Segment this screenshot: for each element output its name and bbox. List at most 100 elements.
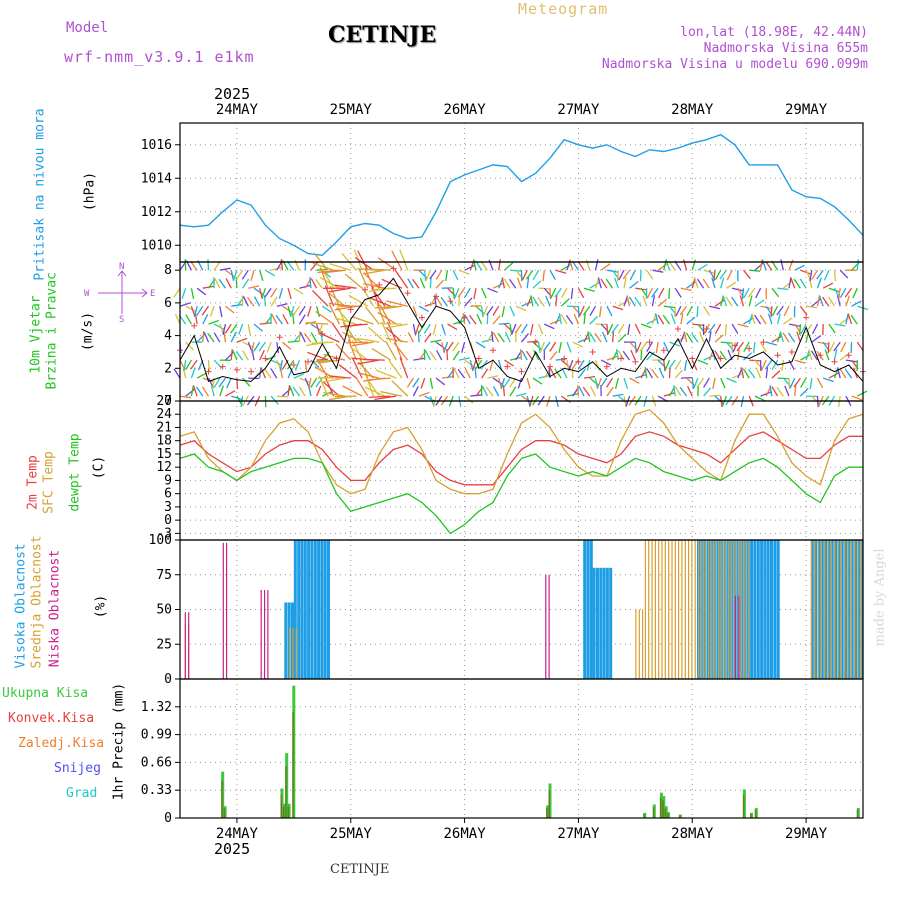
low-cloud-bar bbox=[734, 595, 737, 679]
wind-arrow bbox=[644, 367, 648, 379]
high-cloud-bar bbox=[599, 567, 603, 679]
wind-arrow bbox=[569, 259, 574, 271]
wind-arrow bbox=[334, 284, 357, 289]
wind-arrow bbox=[822, 282, 834, 289]
wind-arrow bbox=[629, 269, 636, 281]
wind-arrow bbox=[809, 270, 813, 282]
wind-arrow bbox=[424, 350, 431, 361]
wind-arrow bbox=[482, 305, 489, 317]
wind-arrow bbox=[771, 386, 779, 397]
precip-conv-bar bbox=[652, 807, 655, 818]
wind-gust-marker bbox=[390, 265, 397, 272]
wind-arrow bbox=[720, 377, 726, 389]
wind-arrow bbox=[218, 278, 227, 289]
wind-arrow bbox=[261, 287, 267, 299]
wind-gust-marker bbox=[475, 355, 482, 362]
wind-arrow bbox=[293, 287, 304, 295]
wind-arrow bbox=[753, 314, 762, 325]
wind-arrow bbox=[332, 323, 346, 343]
wind-arrow bbox=[635, 287, 647, 291]
high-cloud-bar bbox=[307, 540, 311, 679]
wind-arrow bbox=[412, 305, 418, 317]
wind-arrow bbox=[260, 367, 267, 379]
wind-arrow bbox=[355, 257, 374, 271]
wind-arrow bbox=[270, 359, 282, 366]
wind-arrow bbox=[743, 341, 750, 353]
wind-gust-marker bbox=[305, 358, 312, 365]
wind-arrow bbox=[299, 331, 306, 343]
wind-arrow bbox=[230, 270, 235, 282]
high-cloud-bar bbox=[300, 540, 304, 679]
precip-legend-total: Ukupna Kisa bbox=[2, 686, 89, 701]
wind-arrow bbox=[282, 314, 289, 325]
wind-arrow bbox=[804, 323, 813, 334]
wind-arrow bbox=[303, 332, 312, 343]
precip-conv-bar bbox=[750, 814, 752, 818]
wind-arrow bbox=[323, 353, 346, 361]
wind-arrow bbox=[374, 287, 397, 291]
wind-arrow bbox=[760, 391, 771, 397]
wind-arrow bbox=[231, 303, 243, 307]
wind-arrow bbox=[840, 341, 847, 353]
wind-arrow bbox=[708, 331, 712, 343]
wind-arrow bbox=[471, 359, 477, 371]
wind-gust-marker bbox=[461, 314, 468, 321]
wind-arrow bbox=[532, 269, 540, 281]
wind-arrow bbox=[498, 259, 501, 271]
wind-arrow bbox=[270, 395, 279, 405]
wind-arrow bbox=[473, 288, 477, 300]
mid-cloud-bar bbox=[642, 609, 644, 679]
wind-arrow bbox=[586, 359, 591, 371]
wind-arrow bbox=[418, 391, 430, 397]
wind-arrow bbox=[822, 377, 834, 383]
wind-arrow bbox=[845, 359, 857, 363]
wind-arrow bbox=[646, 269, 654, 280]
wind-arrow bbox=[481, 385, 488, 397]
wind-arrow bbox=[857, 390, 868, 397]
wind-arrow bbox=[235, 269, 244, 280]
wind-arrow bbox=[691, 259, 697, 271]
wind-arrow bbox=[184, 259, 187, 271]
wind-arrow bbox=[481, 368, 489, 379]
wind-arrow bbox=[363, 282, 386, 289]
wind-arrow bbox=[577, 306, 580, 318]
wind-arrow bbox=[509, 324, 513, 336]
year-top: 2025 bbox=[214, 85, 251, 103]
wind-arrow bbox=[537, 342, 541, 354]
wind-arrow bbox=[425, 269, 431, 281]
wind-arrow bbox=[368, 377, 391, 381]
wind-arrow bbox=[736, 341, 745, 352]
wind-arrow bbox=[811, 269, 819, 280]
day-label-bottom: 26MAY bbox=[444, 826, 487, 842]
wind-arrow bbox=[377, 311, 397, 325]
wind-arrow bbox=[675, 305, 682, 317]
y-tick-label: 0.33 bbox=[141, 783, 172, 798]
wind-arrow bbox=[500, 377, 506, 389]
wind-arrow bbox=[312, 290, 329, 307]
wind-arrow bbox=[594, 377, 599, 390]
wind-arrow bbox=[270, 296, 278, 307]
high-cloud-bar bbox=[756, 540, 760, 679]
high-cloud-bar bbox=[592, 567, 596, 679]
wind-arrow bbox=[486, 305, 494, 316]
mid-cloud-bar bbox=[292, 627, 294, 679]
wind-arrow bbox=[454, 287, 460, 299]
wind-arrow bbox=[225, 305, 235, 314]
wind-arrow bbox=[492, 377, 503, 385]
wind-arrow bbox=[696, 278, 705, 289]
high-cloud-bar bbox=[844, 540, 847, 679]
wind-arrow bbox=[194, 313, 198, 325]
wind-arrow bbox=[605, 278, 614, 289]
wind-arrow bbox=[782, 317, 793, 325]
wind-arrow bbox=[242, 377, 251, 387]
wind-arrow bbox=[636, 341, 642, 353]
wind-arrow bbox=[679, 305, 688, 316]
wind-arrow bbox=[452, 269, 459, 281]
wind-arrow bbox=[747, 368, 756, 379]
wind-arrow bbox=[664, 359, 671, 371]
wind-arrow bbox=[436, 350, 443, 361]
wind-arrow bbox=[765, 260, 773, 271]
wind-arrow bbox=[202, 331, 205, 343]
wind-arrow bbox=[520, 323, 528, 334]
wind-arrow bbox=[670, 313, 676, 325]
